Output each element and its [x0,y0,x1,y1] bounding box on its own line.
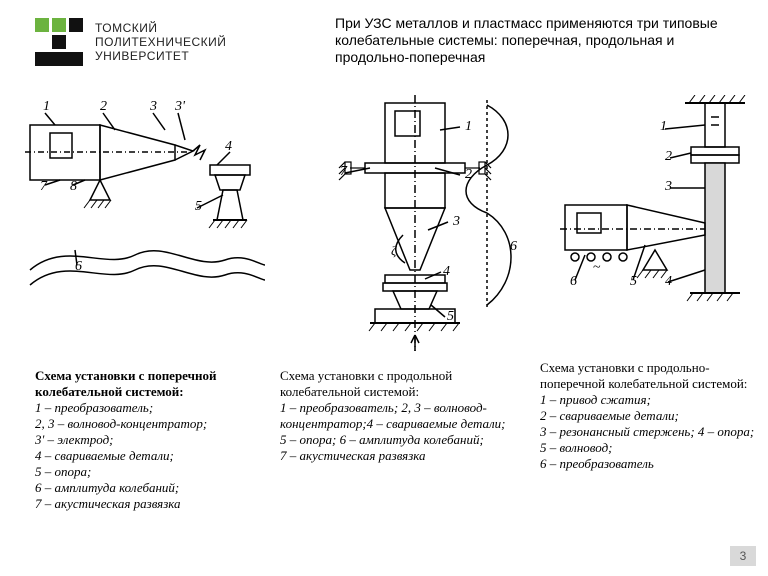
c2-3: 7 – акустическая развязка [280,448,426,463]
c1-title: Схема установки с поперечной колебательн… [35,368,245,400]
c3-4: 6 – преобразователь [540,456,654,471]
c3-title: Схема установки с продольно-поперечной к… [540,360,755,392]
c3-1: 1 – привод сжатия; [540,392,651,407]
intro-text: При УЗС металлов и пластмасс применяются… [335,15,730,66]
c1-1: 1 – преобразователь; [35,400,153,415]
lbl-d1-4: 4 [225,139,232,154]
lbl-d3-3: 3 [664,179,672,194]
lbl-d1-8: 8 [70,179,77,194]
logo: ТОМСКИЙ ПОЛИТЕХНИЧЕСКИЙ УНИВЕРСИТЕТ [35,18,226,66]
svg-text:~: ~ [593,260,601,275]
lbl-d2-1: 1 [465,119,472,134]
c1-2: 2, 3 – волновод-концентратор; [35,416,207,431]
svg-text:ζ: ζ [391,243,397,258]
c3-3: 3 – резонансный стержень; 4 – опора; 5 –… [540,424,754,455]
lbl-d2-3: 3 [452,214,460,229]
lbl-d1-7: 7 [40,179,48,194]
logo-line1: ТОМСКИЙ [95,21,226,35]
c3-2: 2 – свариваемые детали; [540,408,679,423]
logo-line2: ПОЛИТЕХНИЧЕСКИЙ [95,35,226,49]
c1-6: 6 – амплитуда колебаний; [35,480,179,495]
logo-line3: УНИВЕРСИТЕТ [95,49,226,63]
page-number: 3 [730,546,756,566]
caption-3: Схема установки с продольно-поперечной к… [540,360,755,472]
logo-mark [35,18,83,66]
c1-5: 5 – опора; [35,464,91,479]
c2-2: 5 – опора; 6 – амплитуда колебаний; [280,432,484,447]
lbl-d3-1: 1 [660,119,667,134]
lbl-d1-1: 1 [43,99,50,114]
diagram-transverse: 1 2 3 3' 4 5 6 7 8 [15,95,265,295]
c1-4: 4 – свариваемые детали; [35,448,174,463]
lbl-d3-2: 2 [665,149,672,164]
logo-text: ТОМСКИЙ ПОЛИТЕХНИЧЕСКИЙ УНИВЕРСИТЕТ [95,21,226,63]
c1-7: 7 – акустическая развязка [35,496,181,511]
lbl-d2-4: 4 [443,264,450,279]
diagram-longitudinal: 1 2 3 4 5 6 7 ζ [315,95,525,355]
c1-3: 3' – электрод; [35,432,113,447]
c2-1: 1 – преобразователь; 2, 3 – волновод-кон… [280,400,506,431]
c2-title: Схема установки с продольной колебательн… [280,368,510,400]
lbl-d2-5: 5 [447,309,454,324]
lbl-d1-3p: 3' [174,99,186,114]
lbl-d1-2: 2 [100,99,107,114]
diagram-long-trans: 1 2 3 4 5 6 ~ [555,95,755,320]
lbl-d1-3: 3 [149,99,157,114]
caption-2: Схема установки с продольной колебательн… [280,368,510,464]
caption-1: Схема установки с поперечной колебательн… [35,368,245,512]
